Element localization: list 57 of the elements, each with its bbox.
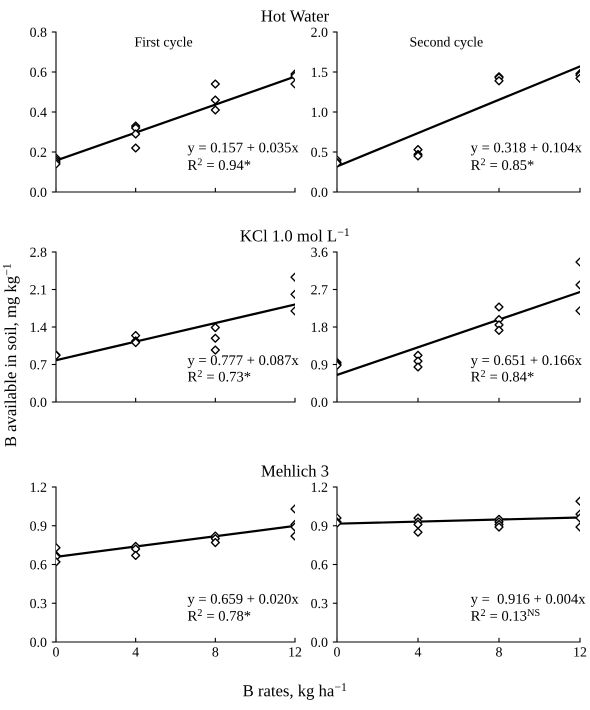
y-tick-label: 1.2 [312, 482, 328, 492]
y-tick-label: 2.1 [30, 285, 46, 295]
y-tick-label: 2.8 [30, 248, 46, 258]
annotation: y = 0.651 + 0.166x [470, 355, 582, 368]
y-tick-label: 0.3 [311, 598, 328, 608]
y-tick-label: 0.6 [30, 560, 47, 570]
x-tick-label: 12 [289, 647, 302, 656]
y-tick-label: 0.9 [311, 360, 328, 370]
annotation: y = 0.659 + 0.020x [188, 594, 299, 607]
y-tick-label: 0.0 [30, 188, 46, 198]
y-tick-label: 0.2 [30, 148, 46, 158]
y-tick-label: 1.5 [312, 68, 328, 78]
y-tick-label: 0.0 [30, 398, 46, 408]
y-tick-label: 1.8 [312, 322, 328, 332]
annotation: R$^{2}$ = 0.94* [188, 158, 250, 170]
y-tick-label: 0.0 [311, 188, 328, 198]
annotation: y = 0.318 + 0.104x [470, 142, 582, 156]
annotation: y = 0.157 + 0.035x [188, 142, 299, 156]
y-tick-label: 0.6 [30, 68, 47, 78]
x-tick-label: 4 [414, 647, 422, 656]
chart-title: Mehlich 3 [261, 464, 328, 477]
y-tick-label: 2.0 [311, 28, 328, 38]
x-tick-label: 4 [132, 647, 139, 656]
annotation: R$^{2}$ = 0.73* [188, 370, 250, 382]
x-tick-label: 0 [334, 647, 340, 657]
annotation: R$^{2}$ = 0.85* [471, 158, 534, 170]
annotation: R$^{2}$ = 0.78* [188, 609, 250, 621]
y-tick-label: 0.4 [30, 108, 47, 118]
y-tick-label: 0.0 [311, 638, 328, 648]
x-tick-label: 0 [53, 647, 59, 657]
annotation: y = 0.916 + 0.004x [470, 594, 586, 607]
y-tick-label: 1.0 [312, 108, 328, 118]
y-tick-label: 0.5 [311, 148, 328, 158]
chart-title: KCl 1.0 mol L$^{−1}$ [240, 228, 349, 242]
y-tick-label: 0.8 [30, 28, 46, 38]
x-axis-title: B rates, kg ha$^{−1}$ [243, 683, 346, 700]
y-tick-label: 0.0 [30, 638, 46, 648]
x-tick-label: 8 [496, 647, 502, 657]
x-tick-label: 12 [574, 647, 586, 656]
annotation: R$^{2}$ = 0.13$^{NS}$ [471, 609, 540, 621]
y-tick-label: 0.7 [30, 360, 47, 370]
y-tick-label: 1.4 [30, 322, 47, 332]
y-tick-label: 1.2 [30, 482, 46, 492]
y-tick-label: 2.7 [311, 285, 328, 295]
chart-title: Hot Water [261, 10, 329, 22]
chart-subtitle: First cycle [134, 36, 192, 50]
y-tick-label: 0.6 [311, 560, 328, 570]
y-axis-title: B available in soil, mg kg$^{−1}$ [3, 264, 20, 447]
y-tick-label: 0.3 [30, 598, 46, 608]
annotation: y = 0.777 + 0.087x [188, 355, 299, 368]
y-tick-label: 0.0 [311, 398, 328, 408]
x-tick-label: 8 [212, 647, 218, 657]
y-tick-label: 3.6 [311, 248, 328, 258]
y-tick-label: 0.9 [311, 521, 328, 531]
annotation: R$^{2}$ = 0.84* [471, 370, 534, 382]
y-tick-label: 0.9 [30, 521, 46, 531]
chart-subtitle: Second cycle [410, 36, 483, 50]
